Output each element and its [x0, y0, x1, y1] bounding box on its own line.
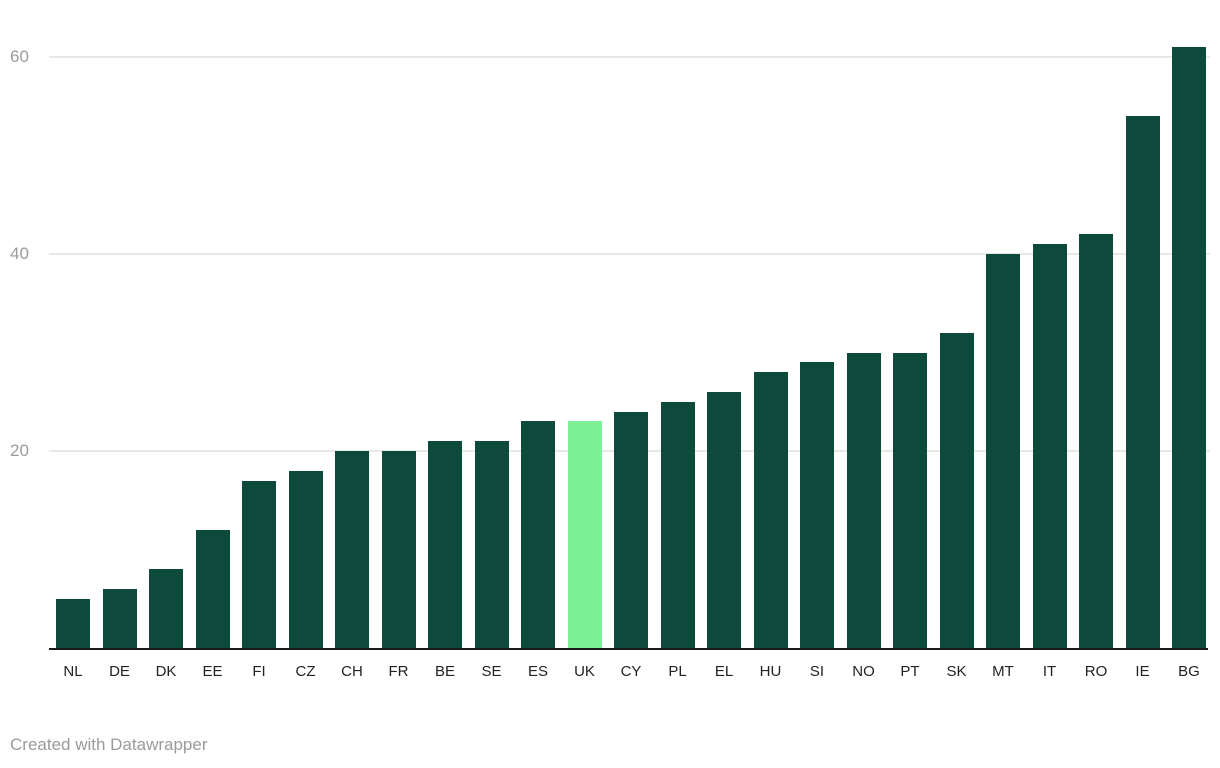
x-label-no: NO	[852, 663, 875, 680]
x-label-de: DE	[109, 663, 130, 680]
x-label-bg: BG	[1178, 663, 1200, 680]
x-label-el: EL	[714, 663, 734, 680]
y-tick-label-60: 60	[10, 47, 29, 66]
bar-si[interactable]	[800, 362, 834, 648]
x-label-ch: CH	[341, 663, 363, 680]
bar-nl[interactable]	[56, 598, 90, 648]
x-label-si: SI	[809, 663, 825, 680]
bar-ie[interactable]	[1125, 116, 1160, 648]
bar-ro[interactable]	[1079, 234, 1113, 648]
bar-be[interactable]	[428, 441, 462, 648]
bar-se[interactable]	[474, 441, 509, 648]
bar-ch[interactable]	[335, 451, 369, 648]
bar-el[interactable]	[707, 391, 741, 648]
bar-es[interactable]	[521, 421, 555, 648]
bar-cz[interactable]	[288, 470, 323, 648]
x-label-dk: DK	[155, 663, 177, 680]
x-label-fr: FR	[388, 663, 409, 680]
x-label-hu: HU	[759, 663, 782, 680]
bar-it[interactable]	[1032, 244, 1067, 648]
x-label-nl: NL	[63, 663, 83, 680]
bar-ee[interactable]	[195, 529, 230, 648]
bar-de[interactable]	[102, 588, 137, 648]
gridline-40	[49, 253, 1210, 255]
x-label-cz: CZ	[295, 663, 316, 680]
x-label-mt: MT	[992, 663, 1014, 680]
x-label-es: ES	[527, 663, 548, 680]
x-label-cy: CY	[620, 663, 642, 680]
bar-hu[interactable]	[753, 372, 788, 648]
bar-fi[interactable]	[242, 480, 276, 648]
x-label-uk: UK	[574, 663, 595, 680]
bar-pl[interactable]	[660, 401, 695, 648]
bar-cy[interactable]	[614, 411, 648, 648]
x-axis-line	[49, 648, 1208, 650]
y-tick-label-40: 40	[10, 244, 29, 263]
x-label-pt: PT	[900, 663, 920, 680]
bar-dk[interactable]	[149, 569, 183, 648]
x-label-ee: EE	[202, 663, 223, 680]
footer-credit: Created with Datawrapper	[10, 735, 208, 754]
y-tick-label-20: 20	[10, 441, 29, 460]
bar-fr[interactable]	[381, 451, 416, 648]
bar-bg[interactable]	[1172, 47, 1206, 648]
bar-mt[interactable]	[986, 254, 1020, 648]
bar-uk[interactable]	[567, 421, 602, 648]
x-label-fi: FI	[252, 663, 266, 680]
x-label-it: IT	[1042, 663, 1057, 680]
bar-pt[interactable]	[893, 352, 927, 648]
bar-sk[interactable]	[939, 332, 974, 648]
x-label-sk: SK	[946, 663, 967, 680]
x-label-se: SE	[481, 663, 502, 680]
bar-no[interactable]	[846, 352, 881, 648]
x-label-pl: PL	[668, 663, 687, 680]
x-label-be: BE	[434, 663, 455, 680]
x-label-ie: IE	[1135, 663, 1150, 680]
x-label-ro: RO	[1084, 663, 1108, 680]
gridline-60	[49, 56, 1210, 58]
